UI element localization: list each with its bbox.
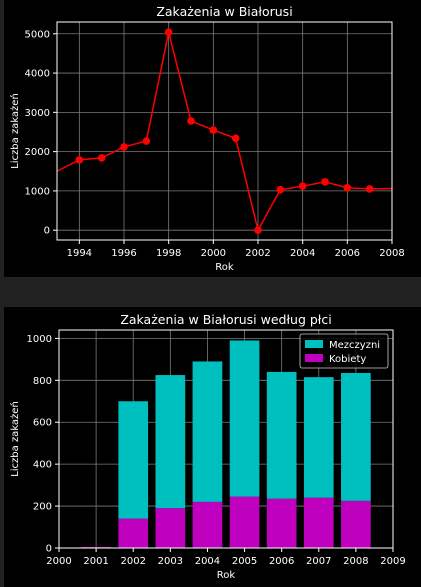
- x-tick-label: 2008: [343, 556, 368, 567]
- legend: Mezczyzni Kobiety: [299, 333, 389, 369]
- y-tick-label: 3000: [25, 108, 50, 119]
- x-tick-label: 2005: [232, 556, 257, 567]
- bar-mezczyzni: [303, 377, 334, 498]
- stacked-bar-chart: 2000 2001 2002 2003 2004 2005 2006 2007 2008 2009…: [9, 312, 406, 581]
- bar-kobiety: [192, 501, 223, 548]
- bar-kobiety: [266, 498, 297, 548]
- x-tick-label: 2004: [195, 556, 220, 567]
- plot-frame: [56, 21, 393, 241]
- y-tick-label: 0: [44, 226, 50, 237]
- x-tick-label: 1994: [67, 248, 92, 259]
- data-point: [298, 182, 307, 190]
- data-point: [254, 226, 262, 234]
- line-chart-panel: 1994 1996 1998 2000 2002 2004 2006 2008 0 1000 200…: [4, 0, 421, 277]
- bar-kobiety: [155, 508, 186, 548]
- legend-swatch: [305, 340, 323, 348]
- bar-kobiety: [341, 500, 371, 548]
- legend-swatch: [305, 354, 323, 362]
- y-tick-label: 5000: [25, 29, 50, 40]
- y-tick-label: 600: [33, 418, 52, 429]
- y-tick-label: 0: [46, 544, 52, 555]
- bar-mezczyzni: [341, 372, 371, 501]
- y-tick-label: 4000: [25, 69, 50, 80]
- x-axis-label: Rok: [215, 262, 234, 273]
- x-tick-label: 2009: [380, 556, 405, 567]
- data-point: [120, 143, 128, 151]
- data-point: [343, 183, 352, 192]
- bar-mezczyzni: [192, 361, 223, 502]
- data-point: [321, 178, 329, 186]
- y-axis-label: Liczba zakażeń: [9, 93, 21, 169]
- legend-label: Mezczyzni: [329, 340, 380, 351]
- x-tick-label: 2003: [158, 556, 183, 567]
- legend-label: Kobiety: [329, 354, 366, 365]
- x-tick-label: 1996: [111, 248, 136, 259]
- x-tick-label: 2002: [120, 556, 145, 567]
- x-tick-label: 2008: [379, 248, 404, 259]
- data-point: [231, 134, 240, 143]
- data-point: [142, 137, 151, 145]
- line-series: [56, 28, 393, 234]
- bars: [81, 340, 371, 548]
- x-tick-label: 2006: [335, 248, 360, 259]
- chart-title: Zakażenia w Białorusi według płci: [120, 312, 331, 327]
- data-point: [209, 126, 218, 134]
- bar-kobiety: [81, 546, 111, 548]
- grid: [57, 22, 393, 240]
- plot-frame: [58, 329, 394, 549]
- y-tick-label: 400: [33, 460, 52, 471]
- data-point: [187, 117, 195, 125]
- line-chart: 1994 1996 1998 2000 2002 2004 2006 2008 0 1000 200…: [9, 4, 405, 273]
- data-point: [365, 185, 374, 193]
- y-axis-label: Liczba zakażeń: [9, 401, 21, 477]
- x-tick-label: 2002: [245, 248, 270, 259]
- bar-chart-panel: 2000 2001 2002 2003 2004 2005 2006 2007 2008 2009…: [4, 307, 421, 587]
- data-point: [75, 156, 84, 164]
- y-tick-label: 1000: [27, 334, 52, 345]
- chart-title: Zakażenia w Białorusi: [156, 4, 292, 19]
- x-tick-label: 2001: [83, 556, 108, 567]
- x-tick-label: 2004: [290, 248, 315, 259]
- y-tick-label: 200: [33, 502, 52, 513]
- data-point: [276, 185, 285, 194]
- x-tick-label: 2007: [306, 556, 331, 567]
- bar-kobiety: [118, 518, 149, 548]
- x-tick-label: 2006: [269, 556, 294, 567]
- bar-mezczyzni: [229, 340, 260, 497]
- y-tick-label: 2000: [25, 147, 50, 158]
- bar-mezczyzni: [118, 401, 149, 519]
- data-point: [97, 154, 106, 162]
- x-tick-label: 2000: [201, 248, 226, 259]
- bar-mezczyzni: [266, 371, 297, 499]
- y-tick-label: 800: [33, 376, 52, 387]
- bar-kobiety: [303, 497, 334, 548]
- x-tick-label: 2000: [46, 556, 71, 567]
- x-axis-label: Rok: [217, 570, 236, 581]
- x-tick-label: 1998: [156, 248, 181, 259]
- y-tick-label: 1000: [25, 186, 50, 197]
- data-point: [164, 28, 173, 37]
- bar-kobiety: [229, 496, 260, 548]
- bar-mezczyzni: [155, 375, 186, 509]
- series-line: [56, 32, 393, 233]
